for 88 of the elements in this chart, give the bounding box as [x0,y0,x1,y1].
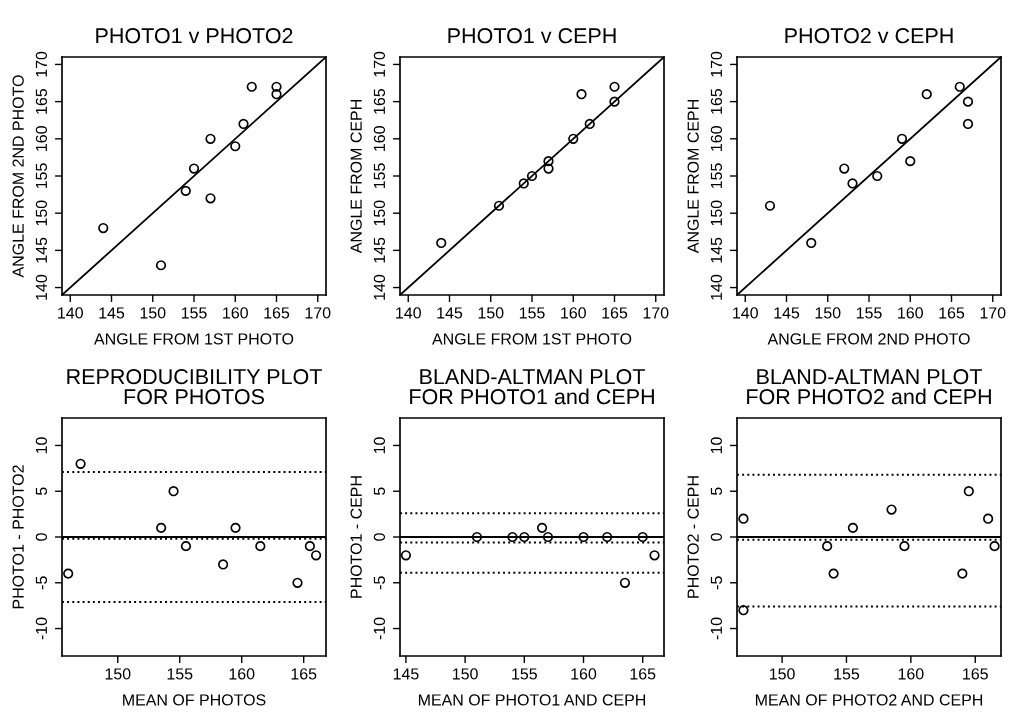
x-tick-label: 170 [643,307,669,319]
y-tick-label: -10 [373,617,386,640]
y-tick-label: 165 [373,88,386,114]
x-tick-label: 155 [519,307,545,319]
y-tick-label: -5 [710,576,723,590]
y-tick-label: 170 [35,51,48,77]
x-tick-label: 160 [561,307,586,319]
chart-title: PHOTO2 v CEPH [785,28,953,44]
y-tick-label: -10 [710,617,723,640]
x-axis-title: ANGLE FROM 1ST PHOTO [94,333,294,345]
x-axis-title: ANGLE FROM 2ND PHOTO [767,333,970,345]
y-tick-label: 160 [373,126,386,151]
chart-title: BLAND-ALTMAN PLOT FOR PHOTO1 and CEPH [410,369,654,405]
y-axis-title: PHOTO2 - CEPH [687,476,699,598]
y-tick-label: 140 [710,274,723,300]
y-tick-label: 0 [35,533,48,541]
chart-title: PHOTO1 v PHOTO2 [96,28,293,44]
x-tick-label: 145 [393,668,419,680]
x-tick-label: 170 [980,307,1006,319]
x-tick-label: 150 [105,668,131,680]
y-tick-label: -5 [373,576,386,590]
chart-title: PHOTO1 v CEPH [448,28,616,44]
y-tick-label: 10 [373,437,386,454]
y-tick-label: 150 [710,200,723,226]
y-tick-label: -10 [35,617,48,640]
chart-title: REPRODUCIBILITY PLOT FOR PHOTOS [67,369,322,405]
x-tick-label: 150 [453,668,478,680]
x-tick-label: 155 [834,668,860,680]
x-tick-label: 155 [512,668,537,680]
x-axis-title: MEAN OF PHOTO1 AND CEPH [418,694,646,706]
y-tick-label: 160 [35,126,48,151]
y-tick-label: 160 [710,126,723,151]
y-tick-label: 0 [373,533,386,541]
y-axis-title: ANGLE FROM CEPH [350,100,362,254]
y-tick-label: 155 [373,163,386,189]
y-tick-label: 150 [373,200,386,226]
x-tick-label: 140 [733,307,758,319]
x-tick-label: 165 [963,668,988,680]
y-tick-label: 155 [710,163,723,189]
x-tick-label: 160 [898,668,924,680]
y-axis-title: PHOTO1 - PHOTO2 [12,465,24,609]
x-tick-label: 155 [181,307,207,319]
x-tick-label: 145 [437,307,463,319]
y-tick-label: 5 [373,487,386,496]
y-tick-label: 145 [373,237,386,263]
y-axis-title: ANGLE FROM 2ND PHOTO [12,75,24,278]
x-tick-label: 145 [99,307,125,319]
y-tick-label: 165 [710,88,723,114]
chart-title: BLAND-ALTMAN PLOT FOR PHOTO2 and CEPH [747,369,991,405]
x-tick-label: 160 [898,307,923,319]
x-tick-label: 150 [478,307,504,319]
x-tick-label: 150 [769,668,795,680]
x-tick-label: 165 [264,307,290,319]
x-axis-title: MEAN OF PHOTO2 AND CEPH [755,694,983,706]
y-tick-label: 140 [35,274,48,300]
y-tick-label: 0 [710,533,723,541]
x-tick-label: 140 [396,307,421,319]
y-tick-label: 145 [35,237,48,263]
x-tick-label: 170 [305,307,331,319]
y-tick-label: 5 [35,487,48,496]
y-tick-label: 170 [710,51,723,77]
x-axis-title: ANGLE FROM 1ST PHOTO [432,333,632,345]
x-tick-label: 165 [939,307,965,319]
y-axis-title: ANGLE FROM CEPH [687,100,699,254]
x-tick-label: 150 [815,307,841,319]
x-axis-title: MEAN OF PHOTOS [123,694,266,706]
y-axis-title: PHOTO1 - CEPH [350,476,362,598]
x-tick-label: 160 [571,668,597,680]
y-tick-label: 140 [373,274,386,300]
x-tick-label: 165 [630,668,656,680]
x-tick-label: 160 [229,668,255,680]
y-tick-label: 165 [35,88,48,114]
x-tick-label: 160 [223,307,248,319]
y-tick-label: 170 [373,51,386,77]
y-tick-label: 10 [710,437,723,454]
x-tick-label: 140 [58,307,83,319]
x-tick-label: 155 [167,668,193,680]
y-tick-label: 10 [35,437,48,454]
x-tick-label: 165 [291,668,317,680]
y-tick-label: 5 [710,487,723,496]
x-tick-label: 165 [602,307,628,319]
y-tick-label: 145 [710,237,723,263]
y-tick-label: 155 [35,163,48,189]
y-tick-label: -5 [35,576,48,590]
y-tick-label: 150 [35,200,48,226]
x-tick-label: 145 [774,307,800,319]
x-tick-label: 150 [140,307,166,319]
x-tick-label: 155 [856,307,882,319]
